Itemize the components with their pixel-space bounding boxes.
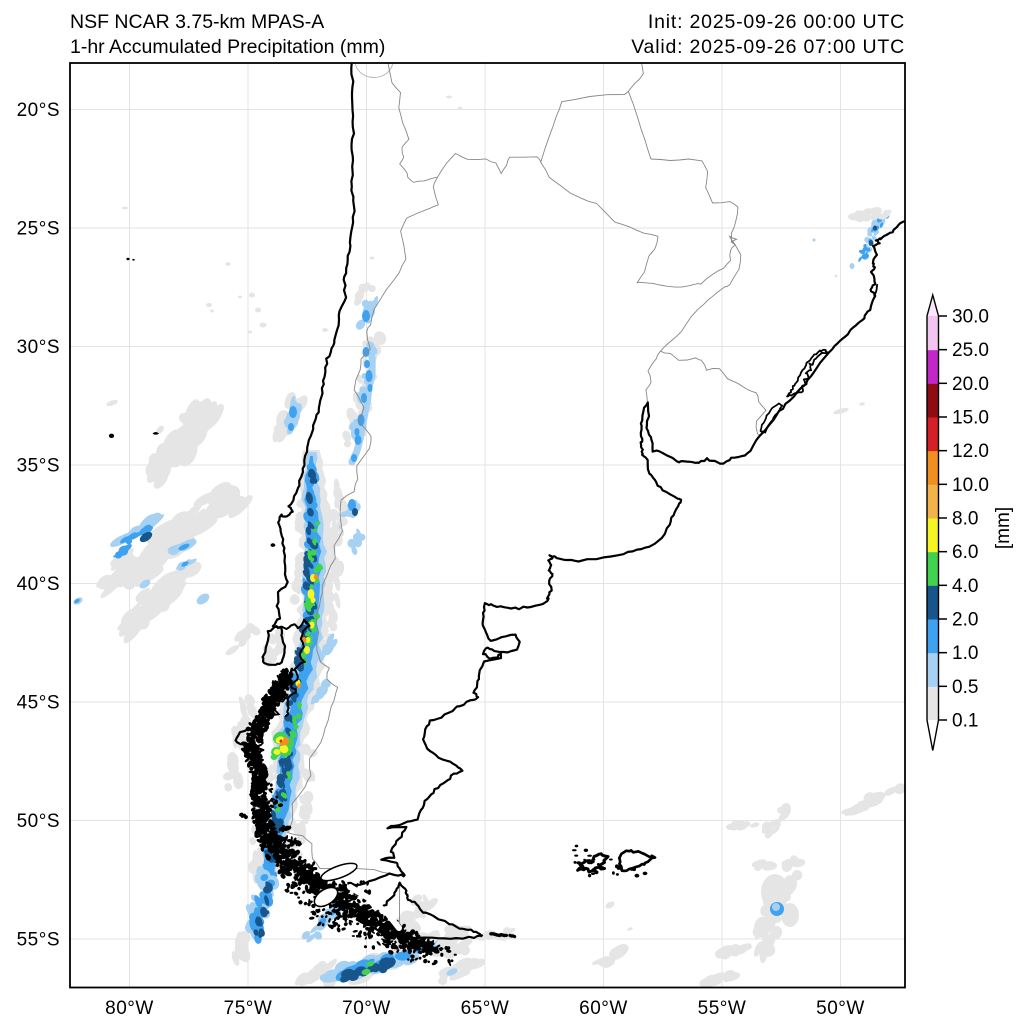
svg-text:Init: 2025-09-26 00:00 UTC: Init: 2025-09-26 00:00 UTC: [648, 11, 905, 33]
svg-text:45°S: 45°S: [17, 693, 60, 714]
svg-text:30°S: 30°S: [17, 337, 60, 358]
svg-text:50°W: 50°W: [816, 998, 865, 1019]
svg-text:20°S: 20°S: [17, 100, 60, 121]
svg-text:8.0: 8.0: [952, 509, 978, 530]
svg-text:20.0: 20.0: [952, 374, 989, 395]
svg-text:15.0: 15.0: [952, 408, 989, 429]
svg-text:2.0: 2.0: [952, 610, 978, 631]
svg-text:55°W: 55°W: [698, 998, 747, 1019]
svg-text:60°W: 60°W: [579, 998, 628, 1019]
svg-text:1-hr Accumulated Precipitation: 1-hr Accumulated Precipitation (mm): [70, 36, 385, 58]
svg-text:4.0: 4.0: [952, 576, 978, 597]
svg-text:1.0: 1.0: [952, 643, 978, 664]
svg-text:30.0: 30.0: [952, 307, 989, 328]
svg-text:NSF NCAR 3.75-km MPAS-A: NSF NCAR 3.75-km MPAS-A: [70, 11, 324, 33]
svg-text:25°S: 25°S: [17, 219, 60, 240]
svg-text:75°W: 75°W: [224, 998, 273, 1019]
svg-text:40°S: 40°S: [17, 574, 60, 595]
svg-text:0.1: 0.1: [952, 711, 978, 732]
svg-text:10.0: 10.0: [952, 475, 989, 496]
svg-text:Valid: 2025-09-26 07:00 UTC: Valid: 2025-09-26 07:00 UTC: [631, 36, 905, 58]
svg-text:0.5: 0.5: [952, 677, 978, 698]
svg-text:55°S: 55°S: [17, 930, 60, 951]
svg-text:6.0: 6.0: [952, 542, 978, 563]
svg-text:70°W: 70°W: [342, 998, 391, 1019]
svg-text:12.0: 12.0: [952, 441, 989, 462]
svg-text:35°S: 35°S: [17, 456, 60, 477]
svg-text:[mm]: [mm]: [993, 507, 1014, 549]
svg-text:50°S: 50°S: [17, 811, 60, 832]
svg-text:65°W: 65°W: [461, 998, 510, 1019]
svg-text:80°W: 80°W: [105, 998, 154, 1019]
svg-text:25.0: 25.0: [952, 340, 989, 361]
